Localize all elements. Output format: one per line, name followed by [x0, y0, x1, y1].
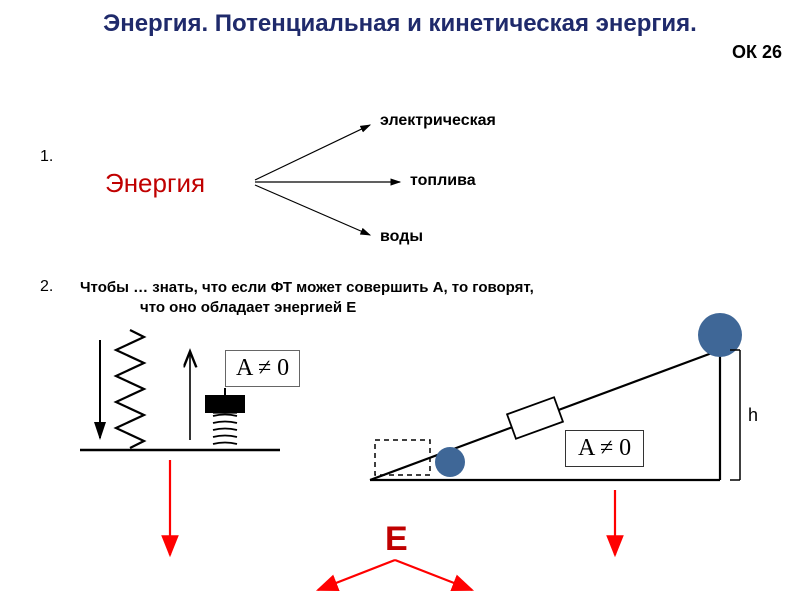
- big-e: Е: [385, 520, 408, 559]
- item-number-2: 2.: [40, 278, 53, 296]
- branch-fuel: топлива: [410, 172, 476, 190]
- branch-electrical: электрическая: [380, 112, 496, 130]
- statement-text: Чтобы … знать, что если ФТ может соверши…: [80, 278, 700, 319]
- formula-right: A ≠ 0: [565, 430, 644, 467]
- item-number-1: 1.: [40, 148, 53, 166]
- statement-line2: что оно обладает энергией Е: [80, 299, 356, 316]
- branch-water: воды: [380, 228, 423, 246]
- energia-heading: Энергия: [105, 168, 205, 199]
- ok-label: ОК 26: [732, 42, 782, 63]
- statement-line1: Чтобы … знать, что если ФТ может соверши…: [80, 279, 534, 296]
- formula-left: A ≠ 0: [225, 350, 300, 387]
- page-title: Энергия. Потенциальная и кинетическая эн…: [0, 10, 800, 39]
- h-label: h: [748, 405, 758, 426]
